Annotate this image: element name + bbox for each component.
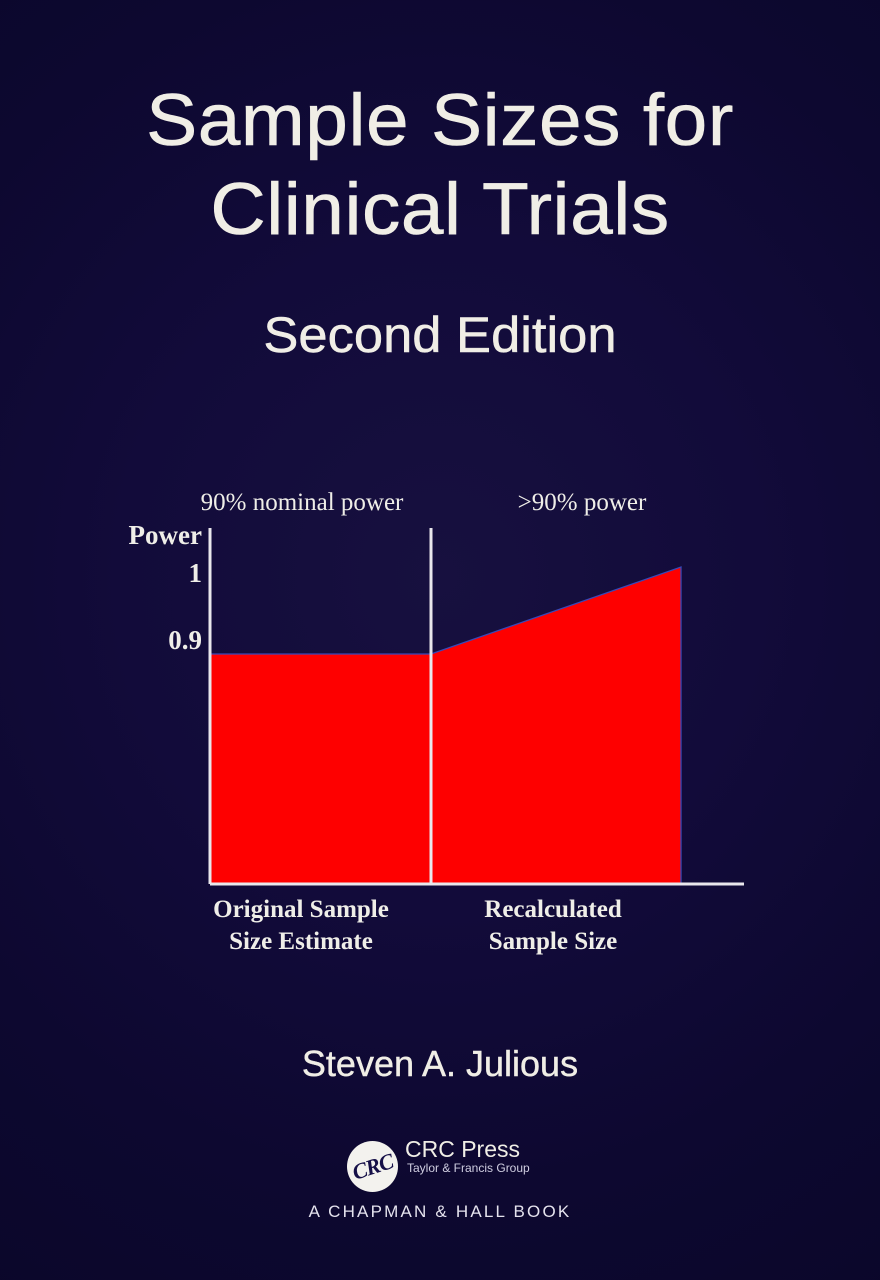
- svg-text:CRC: CRC: [349, 1148, 397, 1185]
